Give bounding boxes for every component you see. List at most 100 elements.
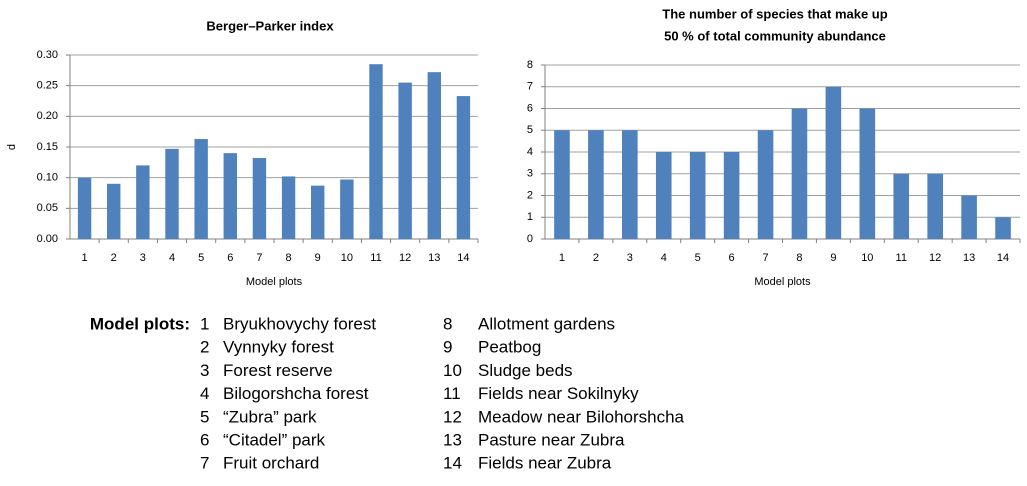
bar [252, 158, 267, 239]
bar [757, 130, 774, 239]
legend-name: “Citadel” park [223, 430, 326, 449]
x-tick-label: 6 [227, 252, 233, 264]
x-tick-label: 9 [315, 252, 321, 264]
legend-number: 13 [443, 430, 462, 449]
y-tick-label: 0.20 [37, 110, 58, 122]
bar [927, 173, 943, 239]
legend-name: Pasture near Zubra [478, 430, 625, 449]
legend-name: Allotment gardens [478, 314, 615, 333]
y-tick-label: 5 [527, 124, 533, 136]
bar [77, 177, 92, 239]
legend-name: Meadow near Bilohorshcha [478, 407, 685, 426]
y-tick-label: 2 [527, 189, 533, 201]
x-tick-label: 14 [457, 252, 469, 264]
bar [995, 217, 1011, 239]
legend-number: 3 [200, 361, 209, 380]
bar [655, 152, 672, 239]
y-tick-label: 0.25 [37, 80, 58, 92]
legend-number: 6 [200, 430, 209, 449]
legend-number: 4 [200, 384, 209, 403]
legend-number: 11 [443, 384, 461, 403]
y-tick-label: 0 [527, 233, 533, 245]
y-tick-label: 0.30 [37, 49, 58, 61]
bar [107, 183, 121, 239]
legend-name: Bilogorshcha forest [223, 384, 369, 403]
chart-title: Berger–Parker index [206, 18, 334, 33]
bar [311, 185, 325, 239]
x-tick-label: 13 [963, 252, 975, 264]
legend-number: 8 [443, 314, 452, 333]
x-tick-label: 11 [896, 252, 907, 264]
legend-name: Forest reserve [223, 361, 333, 380]
legend-name: Fruit orchard [223, 454, 319, 473]
bar [961, 195, 977, 239]
y-tick-label: 0.10 [37, 172, 58, 184]
x-tick-label: 9 [830, 252, 836, 264]
chart-title: The number of species that make up [662, 6, 887, 21]
bar [340, 179, 354, 239]
x-tick-label: 4 [661, 252, 667, 264]
bar [723, 152, 740, 239]
legend-name: Peatbog [478, 338, 541, 357]
x-tick-label: 11 [370, 252, 381, 264]
x-tick-label: 10 [341, 252, 353, 264]
x-tick-label: 4 [169, 252, 175, 264]
legend-name: Bryukhovychy forest [223, 314, 376, 333]
y-tick-label: 7 [527, 81, 533, 93]
x-tick-label: 8 [796, 252, 802, 264]
bar [427, 72, 441, 239]
x-tick-label: 12 [929, 252, 941, 264]
x-tick-label: 10 [861, 252, 873, 264]
x-tick-label: 6 [729, 252, 735, 264]
x-tick-label: 1 [559, 252, 565, 264]
bar [791, 108, 808, 239]
y-tick-label: 1 [527, 211, 533, 223]
x-tick-label: 13 [428, 252, 440, 264]
x-tick-label: 3 [627, 252, 633, 264]
y-tick-label: 6 [527, 102, 533, 114]
legend-number: 2 [200, 338, 209, 357]
x-axis-label: Model plots [754, 276, 811, 288]
legend-name: Fields near Zubra [478, 454, 612, 473]
legend-number: 9 [443, 338, 452, 357]
bar [456, 96, 471, 240]
y-tick-label: 0.15 [37, 141, 58, 153]
bar [194, 139, 208, 239]
y-tick-label: 0.05 [37, 202, 58, 214]
x-axis-label: Model plots [246, 276, 303, 288]
x-tick-label: 5 [695, 252, 701, 264]
y-tick-label: 3 [527, 168, 533, 180]
y-tick-label: 4 [527, 146, 533, 158]
legend-name: Sludge beds [478, 361, 573, 380]
bar [554, 130, 570, 239]
legend-name: Vynnyky forest [223, 338, 334, 357]
x-tick-label: 7 [762, 252, 768, 264]
x-tick-label: 12 [399, 252, 411, 264]
x-tick-label: 2 [111, 252, 117, 264]
x-tick-label: 14 [997, 252, 1009, 264]
bar [398, 82, 412, 239]
bar [622, 130, 638, 239]
bar [369, 64, 383, 239]
x-tick-label: 8 [286, 252, 292, 264]
legend-number: 14 [443, 454, 462, 473]
legend-name: Fields near Sokilnyky [478, 384, 639, 403]
bar [689, 152, 706, 239]
bar [588, 130, 604, 239]
legend-name: “Zubra” park [223, 407, 317, 426]
bar [859, 108, 876, 239]
y-axis-label: d [6, 144, 18, 150]
legend-number: 1 [200, 314, 209, 333]
y-tick-label: 0.00 [37, 233, 58, 245]
bar [893, 173, 910, 239]
bar [136, 165, 150, 239]
legend-number: 10 [443, 361, 462, 380]
bar [165, 148, 179, 239]
bar [281, 176, 296, 239]
legend-number: 7 [200, 454, 209, 473]
legend-number: 5 [200, 407, 209, 426]
bar [223, 153, 237, 239]
legend-title: Model plots: [90, 314, 190, 333]
x-tick-label: 3 [140, 252, 146, 264]
